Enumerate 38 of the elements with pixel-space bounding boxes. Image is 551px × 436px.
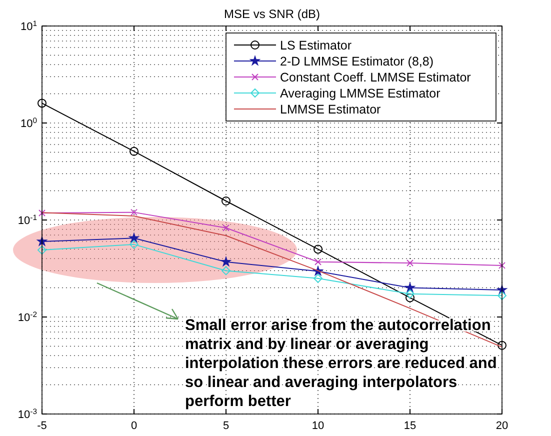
point: [130, 240, 138, 249]
point: [222, 196, 230, 206]
x-tick-label: 10: [312, 420, 324, 432]
y-tick-label: 10$^{1}$: [20, 18, 37, 33]
point: [498, 262, 506, 269]
legend-label: LS Estimator: [280, 38, 352, 52]
point: [405, 282, 415, 292]
x-tick-label: 0: [130, 420, 138, 432]
y-tick-label: 10$^{-3}$: [18, 406, 37, 421]
x-tick-label: 5: [222, 420, 230, 432]
point: [406, 293, 414, 302]
x-tick-label: -5: [37, 420, 47, 432]
point: [498, 340, 506, 350]
x-tick-label: 15: [404, 420, 416, 432]
point: [129, 233, 139, 242]
legend-label: Constant Coeff. LMMSE Estimator: [280, 70, 471, 84]
point: [314, 258, 322, 266]
point: [222, 224, 230, 232]
chart-title: MSE vs SNR (dB): [224, 7, 320, 21]
legend-label: 2-D LMMSE Estimator (8,8): [280, 54, 434, 68]
point: [38, 246, 46, 255]
point: [314, 244, 322, 254]
y-tick-label: 10$^{-2}$: [18, 310, 37, 324]
point: [130, 208, 138, 216]
point: [314, 274, 322, 283]
point: [406, 289, 414, 298]
point: [38, 98, 46, 108]
point: [222, 266, 230, 276]
legend-label: Averaging LMMSE Estimator: [280, 86, 440, 100]
point: [498, 291, 506, 300]
y-tick-label: 10$^{-1}$: [18, 212, 37, 227]
point: [221, 256, 231, 266]
y-tick-label: 10$^{0}$: [20, 116, 37, 130]
legend-label: LMMSE Estimator: [280, 102, 381, 116]
point: [406, 260, 414, 267]
x-tick-label: 20: [496, 420, 508, 432]
point: [130, 146, 138, 156]
point: [38, 210, 46, 217]
